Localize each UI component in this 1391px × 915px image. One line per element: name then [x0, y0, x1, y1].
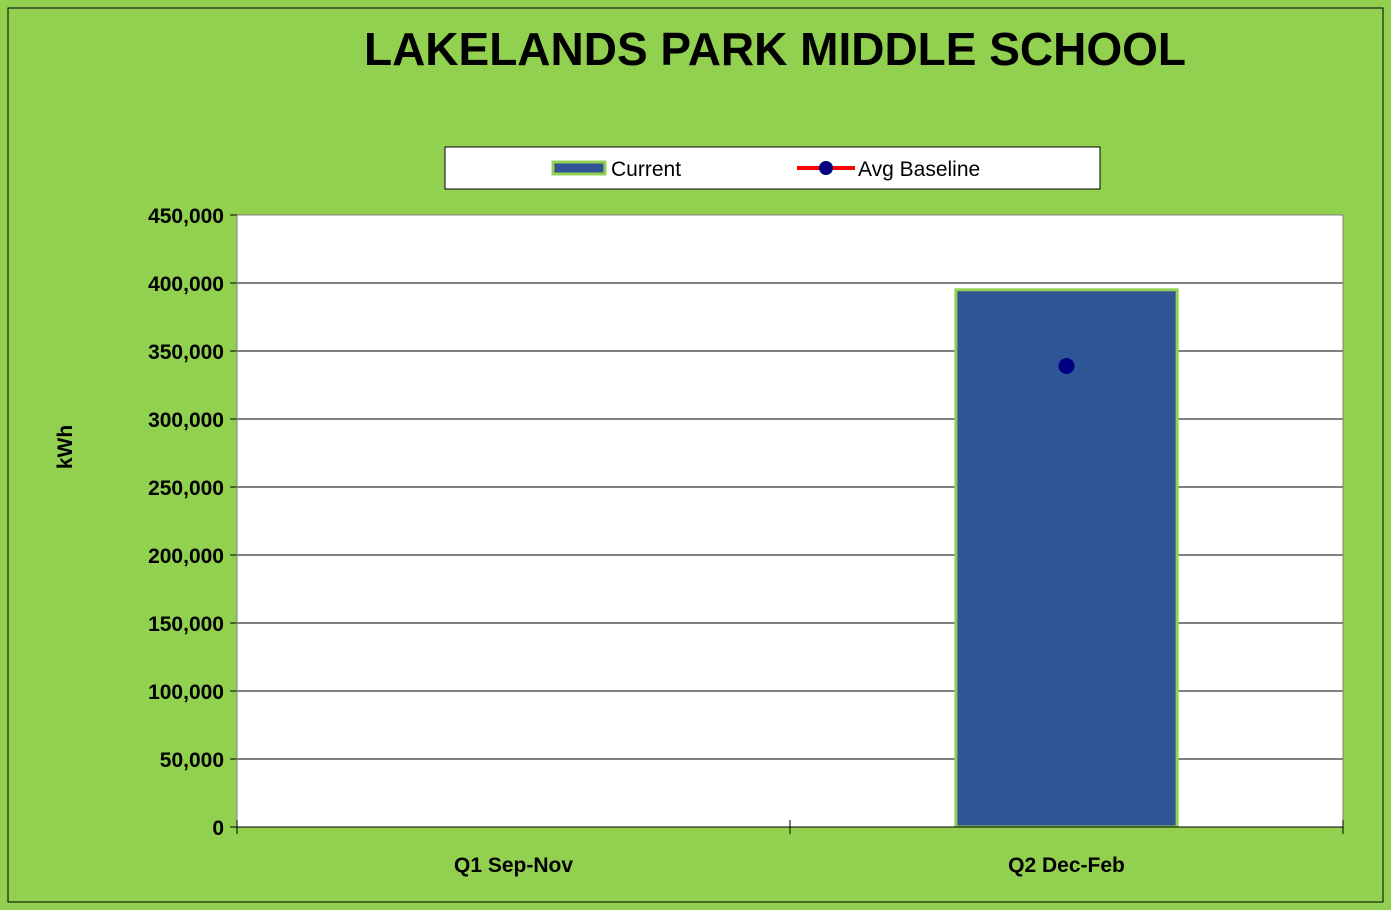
y-tick-label: 200,000 [148, 545, 224, 568]
y-tick-label: 250,000 [148, 477, 224, 500]
legend-label-baseline: Avg Baseline [858, 158, 980, 181]
x-tick-label: Q1 Sep-Nov [454, 854, 573, 877]
legend-label-current: Current [611, 158, 681, 181]
y-tick-label: 450,000 [148, 205, 224, 228]
legend-box [444, 146, 1101, 190]
y-tick-label: 100,000 [148, 681, 224, 704]
y-tick-label: 150,000 [148, 613, 224, 636]
y-tick-label: 0 [212, 817, 224, 840]
bar-current [954, 288, 1179, 829]
legend-marker-baseline [819, 161, 833, 175]
y-tick-label: 300,000 [148, 409, 224, 432]
axes [230, 214, 1344, 834]
baseline-point [1058, 357, 1075, 374]
y-tick-label: 50,000 [160, 749, 224, 772]
y-tick-labels: 0 50,000 100,000 150,000 200,000 250,000 300,0… [148, 205, 224, 840]
chart-border [7, 7, 1384, 903]
x-tick-labels: Q1 Sep-Nov Q2 Dec-Feb [454, 854, 1125, 877]
legend: Current Avg Baseline [444, 146, 1101, 190]
chart-title: LAKELANDS PARK MIDDLE SCHOOL [364, 23, 1186, 75]
x-tick-label: Q2 Dec-Feb [1008, 854, 1125, 877]
legend-swatch-current [551, 160, 607, 176]
baseline-markers [1058, 357, 1075, 374]
bars [954, 288, 1179, 829]
y-axis-label: kWh [54, 425, 77, 469]
y-tick-label: 400,000 [148, 273, 224, 296]
y-tick-label: 350,000 [148, 341, 224, 364]
